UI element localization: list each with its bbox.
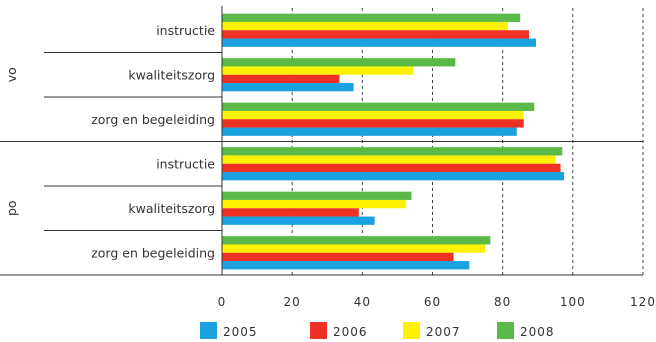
category-label: instructie bbox=[156, 156, 215, 171]
category-label: kwaliteitszorg bbox=[128, 67, 215, 82]
bar-vo-instructie-2007 bbox=[222, 21, 508, 31]
legend-label-2006: 2006 bbox=[333, 325, 368, 339]
bars bbox=[222, 13, 565, 270]
bar-po-instructie-2008 bbox=[222, 147, 563, 156]
category-label: instructie bbox=[156, 23, 215, 38]
legend-label-2005: 2005 bbox=[223, 325, 258, 339]
bar-vo-kwaliteitszorg-2008 bbox=[222, 58, 456, 67]
bar-po-kwaliteitszorg-2006 bbox=[222, 208, 359, 217]
bar-po-kwaliteitszorg-2008 bbox=[222, 191, 412, 200]
bar-po-instructie-2006 bbox=[222, 163, 561, 173]
bar-po-instructie-2005 bbox=[222, 172, 565, 181]
bar-po-instructie-2007 bbox=[222, 155, 556, 164]
bar-vo-instructie-2005 bbox=[222, 38, 536, 47]
group-label-po: po bbox=[4, 200, 19, 216]
bar-po-kwaliteitszorg-2005 bbox=[222, 216, 375, 225]
legend-swatch-2006 bbox=[310, 322, 327, 339]
bar-po-zorg-en-begeleiding-2005 bbox=[222, 261, 470, 270]
group-label-vo: vo bbox=[4, 67, 19, 82]
axes bbox=[0, 6, 643, 276]
bar-po-zorg-en-begeleiding-2008 bbox=[222, 236, 491, 245]
bar-po-kwaliteitszorg-2007 bbox=[222, 199, 407, 209]
legend-label-2007: 2007 bbox=[426, 325, 461, 339]
x-tick-label: 60 bbox=[424, 295, 441, 309]
x-tick-label: 100 bbox=[560, 295, 586, 309]
x-tick-label: 20 bbox=[284, 295, 301, 309]
bar-vo-zorg-en-begeleiding-2008 bbox=[222, 102, 535, 111]
category-label: zorg en begeleiding bbox=[91, 112, 215, 127]
x-tick-label: 120 bbox=[630, 295, 656, 309]
bar-vo-zorg-en-begeleiding-2006 bbox=[222, 119, 524, 128]
legend-swatch-2008 bbox=[497, 322, 514, 339]
legend-swatch-2005 bbox=[200, 322, 217, 339]
x-tick-label: 0 bbox=[218, 295, 227, 309]
category-label: kwaliteitszorg bbox=[128, 201, 215, 216]
bar-po-zorg-en-begeleiding-2006 bbox=[222, 252, 454, 262]
legend-label-2008: 2008 bbox=[520, 325, 555, 339]
legend-swatch-2007 bbox=[403, 322, 420, 339]
bar-vo-kwaliteitszorg-2005 bbox=[222, 83, 354, 92]
category-label: zorg en begeleiding bbox=[91, 245, 215, 260]
bar-vo-instructie-2006 bbox=[222, 30, 529, 39]
x-tick-label: 40 bbox=[354, 295, 371, 309]
x-tick-labels: 0 20 40 60 80 100 120 bbox=[218, 295, 656, 309]
category-labels: instructie kwaliteitszorg zorg en begeleid… bbox=[4, 23, 215, 261]
bar-vo-zorg-en-begeleiding-2005 bbox=[222, 127, 517, 136]
legend: 2005 2006 2007 2008 bbox=[200, 322, 555, 339]
x-tick-label: 80 bbox=[494, 295, 511, 309]
bar-vo-instructie-2008 bbox=[222, 13, 521, 22]
bar-vo-kwaliteitszorg-2007 bbox=[222, 66, 414, 75]
bar-po-zorg-en-begeleiding-2007 bbox=[222, 244, 486, 253]
bar-vo-zorg-en-begeleiding-2007 bbox=[222, 110, 524, 120]
bar-vo-kwaliteitszorg-2006 bbox=[222, 74, 340, 84]
